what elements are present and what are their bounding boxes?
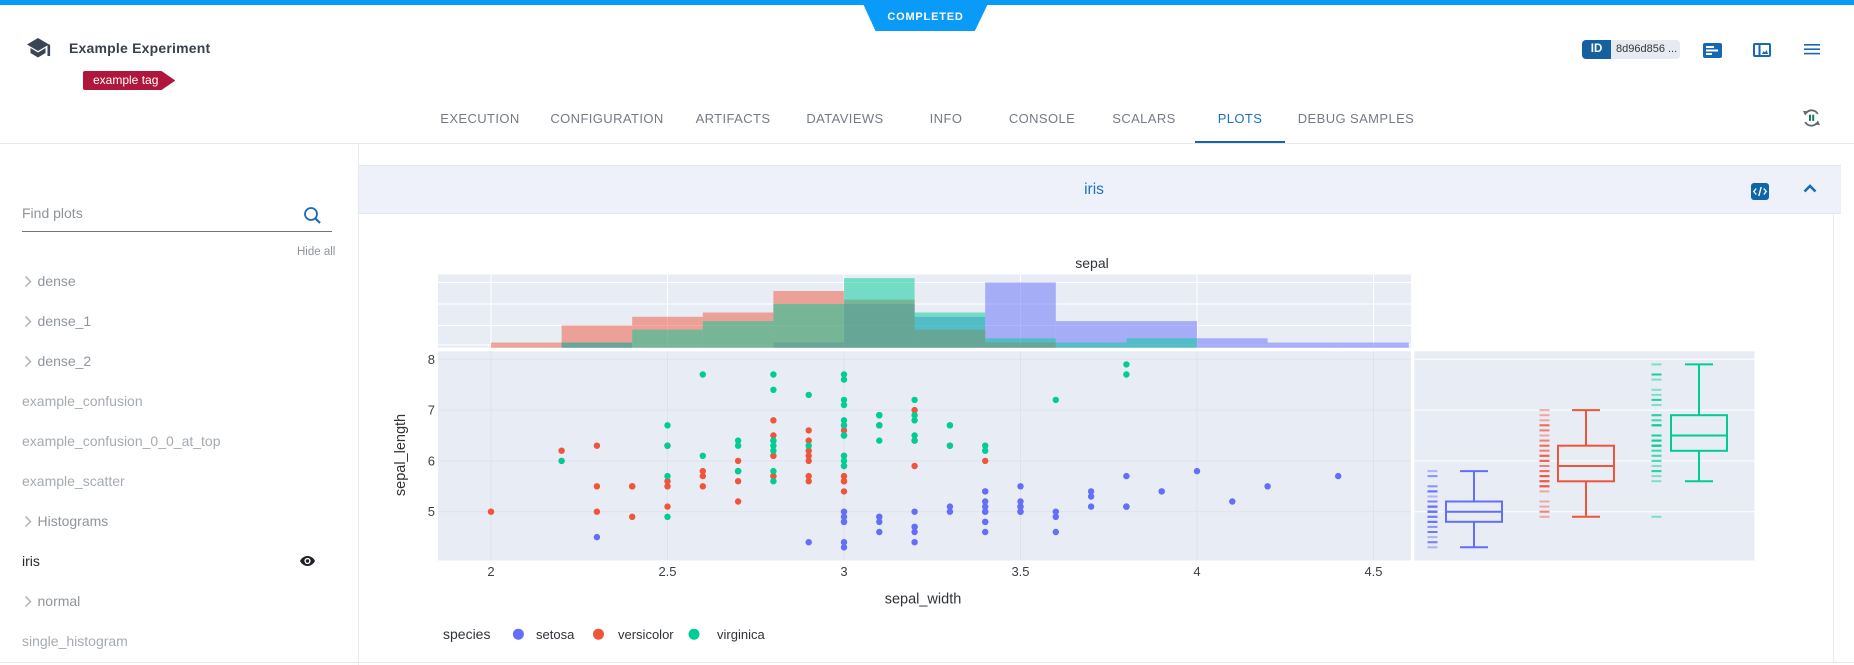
svg-text:sepal_length: sepal_length <box>393 414 409 496</box>
svg-text:sepal_width: sepal_width <box>885 592 962 608</box>
svg-text:4: 4 <box>1193 564 1200 579</box>
svg-text:virginica: virginica <box>717 627 765 642</box>
svg-text:8: 8 <box>428 352 435 367</box>
svg-text:6: 6 <box>428 453 435 468</box>
svg-text:4.5: 4.5 <box>1364 564 1382 579</box>
svg-text:5: 5 <box>428 504 435 519</box>
svg-text:7: 7 <box>428 403 435 418</box>
svg-text:species: species <box>443 626 490 642</box>
svg-text:2.5: 2.5 <box>658 564 676 579</box>
svg-text:3.5: 3.5 <box>1011 564 1029 579</box>
svg-text:3: 3 <box>840 564 847 579</box>
svg-text:setosa: setosa <box>536 627 575 642</box>
svg-text:versicolor: versicolor <box>618 627 674 642</box>
svg-text:2: 2 <box>487 564 494 579</box>
svg-text:sepal: sepal <box>1075 255 1108 271</box>
